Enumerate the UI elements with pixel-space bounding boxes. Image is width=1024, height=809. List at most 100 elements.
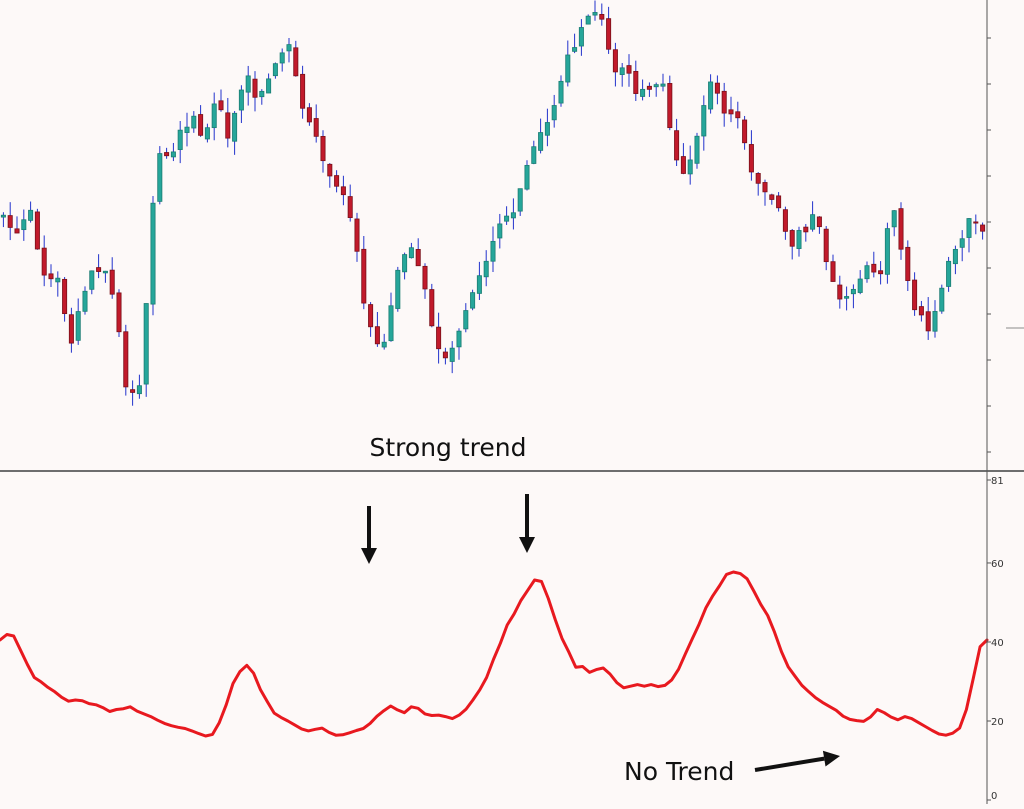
annotations: Strong trend No Trend (361, 433, 840, 786)
adx-panel: 0 20 40 60 81 (0, 476, 1004, 802)
candle-body (578, 27, 584, 47)
y-tick-label: 60 (991, 559, 1004, 570)
candle-body (109, 269, 115, 295)
candle-body (449, 347, 455, 362)
candle-body (62, 278, 68, 315)
candle-body (361, 248, 367, 304)
candle-body (878, 270, 884, 275)
candle-body (225, 112, 231, 139)
candle-body (769, 194, 775, 200)
candle-body (891, 210, 897, 228)
candle-body (538, 132, 544, 151)
adx-line (0, 570, 989, 738)
y-tick-label: 81 (991, 476, 1004, 487)
candle-body (939, 287, 945, 312)
candle-body (612, 49, 618, 73)
candle-body (41, 247, 47, 276)
candle-body (504, 215, 510, 222)
candle-body (844, 296, 850, 299)
candle-body (980, 224, 986, 232)
candle-body (524, 164, 530, 190)
candle-body (334, 175, 340, 187)
candle-body (402, 254, 408, 273)
candle-body (796, 230, 802, 249)
candle-body (157, 153, 163, 202)
candle-body (565, 54, 571, 83)
candle-body (381, 341, 387, 348)
candle-body (674, 130, 680, 161)
candle-body (28, 209, 34, 221)
y-tick-label: 20 (991, 717, 1004, 728)
candle-body (456, 330, 462, 348)
candle-body (0, 214, 6, 218)
candle-body (708, 81, 714, 110)
candle-body (952, 248, 958, 265)
candle-body (667, 83, 673, 129)
candle-body (490, 240, 496, 262)
candle-body (272, 63, 278, 77)
candle-body (395, 269, 401, 309)
candle-body (48, 273, 54, 280)
candle-body (429, 289, 435, 327)
candle-body (918, 306, 924, 316)
candle-body (551, 105, 557, 121)
candle-body (340, 186, 346, 196)
candle-body (606, 18, 612, 50)
candle-body (293, 47, 299, 77)
candle-body (701, 105, 707, 137)
candle-body (89, 270, 95, 290)
candle-body (803, 226, 809, 233)
candle-body (810, 214, 816, 230)
candle-body (626, 65, 632, 74)
candle-body (259, 90, 265, 98)
candle-body (306, 107, 312, 123)
candle-body (510, 212, 516, 219)
candle-body (388, 305, 394, 342)
candle-body (470, 292, 476, 309)
candle-body (599, 14, 605, 20)
candle-body (633, 70, 639, 94)
candle-body (572, 47, 578, 52)
candle-body (973, 221, 979, 224)
candle-body (864, 265, 870, 280)
candle-body (748, 144, 754, 173)
candle-body (823, 228, 829, 263)
candle-body (483, 260, 489, 278)
candle-body (204, 127, 210, 140)
candle-body (728, 109, 734, 115)
candle-body (884, 228, 890, 275)
candle-body (170, 151, 176, 158)
y-tick-label: 40 (991, 638, 1004, 649)
price-panel (0, 0, 986, 406)
candle-body (925, 311, 931, 332)
candle-body (143, 303, 149, 385)
candle-body (476, 275, 482, 294)
candle-body (354, 218, 360, 252)
candle-body (184, 126, 190, 133)
candle-body (742, 119, 748, 144)
candle-body (871, 263, 877, 273)
candle-body (34, 211, 40, 250)
candle-body (782, 209, 788, 232)
candle-body (245, 75, 251, 93)
candle-body (721, 90, 727, 114)
candle-body (755, 173, 761, 184)
candle-body (374, 326, 380, 345)
candle-body (497, 223, 503, 239)
candle-body (544, 122, 550, 136)
candle-body (592, 12, 598, 16)
candle-body (558, 80, 564, 104)
candle-body (198, 114, 204, 136)
candle-body (850, 288, 856, 295)
candle-body (517, 188, 523, 212)
candle-body (653, 84, 659, 88)
candle-body (408, 247, 414, 259)
candle-body (82, 290, 88, 312)
candle-body (313, 118, 319, 137)
candle-body (123, 331, 129, 388)
candle-body (898, 208, 904, 250)
strong-trend-label: Strong trend (370, 433, 527, 462)
candle-body (75, 311, 81, 341)
candle-body (7, 215, 13, 228)
